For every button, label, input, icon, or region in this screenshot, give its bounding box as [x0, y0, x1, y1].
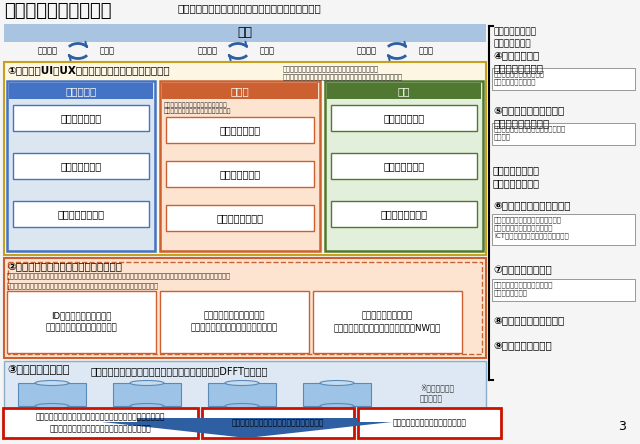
FancyBboxPatch shape	[162, 83, 318, 99]
FancyBboxPatch shape	[492, 123, 635, 145]
Text: （ベース・レジストリの整備／トラストの確保／DFFTの推進）: （ベース・レジストリの整備／トラストの確保／DFFTの推進）	[91, 366, 268, 376]
Polygon shape	[208, 383, 276, 406]
FancyBboxPatch shape	[166, 205, 314, 231]
Text: デジタルの活用により、一人ひとりのニーズに合ったサービス
を選ぶことができ、多様な幸せが実現出来る社会: デジタルの活用により、一人ひとりのニーズに合ったサービス を選ぶことができ、多様…	[36, 413, 165, 433]
FancyBboxPatch shape	[160, 291, 309, 353]
Text: ※分散管理での
データ活用: ※分散管理での データ活用	[420, 383, 454, 404]
Text: インフラの構築・提供
（ガバメントクラウド、ガバメントNW等）: インフラの構築・提供 （ガバメントクラウド、ガバメントNW等）	[334, 311, 441, 333]
Text: ⑤新技術を活用するため
の調達・規制の改革: ⑤新技術を活用するため の調達・規制の改革	[493, 105, 564, 128]
Text: システムの整備: システムの整備	[383, 161, 424, 171]
Text: 3: 3	[618, 420, 626, 433]
Text: ニーズ: ニーズ	[419, 47, 433, 56]
Text: 民間: 民間	[397, 86, 410, 96]
Text: マイナンバーカードの普及、マイナンバー等の利活用促進、ガバメントクラウド、ガバメントネットワーク等のインフラ整備: マイナンバーカードの普及、マイナンバー等の利活用促進、ガバメントクラウド、ガバメ…	[7, 272, 231, 278]
FancyBboxPatch shape	[13, 105, 149, 131]
Ellipse shape	[130, 404, 164, 408]
FancyBboxPatch shape	[492, 68, 635, 90]
Text: 地方公共団体の基幹業務等システムの統一・標準化、データセンターの最適化の実現: 地方公共団体の基幹業務等システムの統一・標準化、データセンターの最適化の実現	[7, 282, 159, 289]
Text: 国・自治体: 国・自治体	[65, 86, 97, 96]
Polygon shape	[303, 383, 371, 406]
Text: ニーズ: ニーズ	[99, 47, 115, 56]
Text: サービスの提供: サービスの提供	[383, 113, 424, 123]
FancyBboxPatch shape	[166, 117, 314, 143]
Text: 公共フロントサービスの提供、オープンデータの推進
情報システム整備方針の策定と一元的なプロジェクト管理の実施等: 公共フロントサービスの提供、オープンデータの推進 情報システム整備方針の策定と一…	[283, 65, 403, 80]
Polygon shape	[113, 383, 181, 406]
Text: ②デジタル社会の共通機能の整備・普及: ②デジタル社会の共通機能の整備・普及	[7, 261, 122, 271]
Text: サービス: サービス	[38, 47, 58, 56]
FancyBboxPatch shape	[166, 161, 314, 187]
FancyBboxPatch shape	[313, 291, 462, 353]
FancyBboxPatch shape	[327, 83, 481, 99]
Text: 誰一人取り残さない、人に優しいデジタル化: 誰一人取り残さない、人に優しいデジタル化	[232, 419, 324, 428]
FancyBboxPatch shape	[7, 81, 155, 251]
Text: データ標準の策定: データ標準の策定	[58, 209, 104, 219]
FancyBboxPatch shape	[4, 62, 486, 255]
Text: サービスの提供: サービスの提供	[60, 113, 102, 123]
Text: 準公共: 準公共	[230, 86, 250, 96]
Ellipse shape	[225, 381, 259, 385]
Text: ⑥アクセシビリティの確保: ⑥アクセシビリティの確保	[493, 200, 570, 210]
Ellipse shape	[225, 404, 259, 408]
Text: 国民の利便性向上
の前提としての、: 国民の利便性向上 の前提としての、	[493, 165, 540, 188]
Text: サービス: サービス	[357, 47, 377, 56]
Text: ⑧研究開発・実証の推進: ⑧研究開発・実証の推進	[493, 315, 564, 325]
Text: これらを効果的に
実施するため、: これらを効果的に 実施するため、	[493, 27, 536, 48]
FancyBboxPatch shape	[9, 83, 153, 99]
FancyBboxPatch shape	[13, 153, 149, 179]
Text: 認証制度の整備・利用拡大
（電子署名、商業登記電子証明書等）: 認証制度の整備・利用拡大 （電子署名、商業登記電子証明書等）	[191, 311, 278, 333]
Text: 健康・医療・介護、教育、防災、モビ
リティ、農業、水道業、港湾、インフラ: 健康・医療・介護、教育、防災、モビ リティ、農業、水道業、港湾、インフラ	[164, 102, 232, 114]
Text: 情報通信ネットワークの整備の支援
情報のバリアフリー環境の実現
ICT機器等に関する相談体制の充実等: 情報通信ネットワークの整備の支援 情報のバリアフリー環境の実現 ICT機器等に関…	[494, 216, 569, 239]
Text: ID制度の整備・利用拡大
（マイナンバー、法人番号等）: ID制度の整備・利用拡大 （マイナンバー、法人番号等）	[45, 311, 117, 333]
Ellipse shape	[320, 381, 354, 385]
Text: ④官民を挙げた
人材の確保・育成: ④官民を挙げた 人材の確保・育成	[493, 50, 543, 73]
FancyBboxPatch shape	[492, 214, 635, 245]
Text: サービス: サービス	[198, 47, 218, 56]
Text: データ標準の策定: データ標準の策定	[216, 213, 264, 223]
Ellipse shape	[35, 381, 69, 385]
Text: ⑦安全・安心の確保: ⑦安全・安心の確保	[493, 265, 552, 275]
Polygon shape	[18, 383, 86, 406]
Text: サービスの提供: サービスの提供	[220, 125, 260, 135]
Text: （デジタル社会の形成に向けたトータルデザイン）: （デジタル社会の形成に向けたトータルデザイン）	[178, 3, 322, 13]
Text: ⑨計画の検証・評価: ⑨計画の検証・評価	[493, 340, 552, 350]
Ellipse shape	[35, 404, 69, 408]
FancyBboxPatch shape	[331, 153, 477, 179]
Text: デジタル庁が目指す姿: デジタル庁が目指す姿	[4, 2, 111, 20]
FancyBboxPatch shape	[7, 291, 156, 353]
FancyBboxPatch shape	[4, 361, 486, 419]
Text: システムの整備: システムの整備	[60, 161, 102, 171]
FancyBboxPatch shape	[492, 279, 635, 301]
Text: サイバーセキュリティの確保、
個人情報の保護等: サイバーセキュリティの確保、 個人情報の保護等	[494, 281, 554, 296]
Text: 国民: 国民	[237, 27, 253, 40]
FancyBboxPatch shape	[3, 408, 198, 438]
FancyBboxPatch shape	[358, 408, 501, 438]
Text: 新技術の活用のための調達方法の検討
規制改革: 新技術の活用のための調達方法の検討 規制改革	[494, 125, 566, 140]
FancyBboxPatch shape	[4, 24, 486, 42]
FancyBboxPatch shape	[13, 201, 149, 227]
Text: デジタルを意識しないデジタル社会: デジタルを意識しないデジタル社会	[392, 419, 467, 428]
Ellipse shape	[130, 381, 164, 385]
FancyBboxPatch shape	[202, 408, 354, 438]
Text: ③包括的データ戦略: ③包括的データ戦略	[7, 365, 69, 375]
Polygon shape	[102, 418, 392, 438]
FancyBboxPatch shape	[4, 258, 486, 358]
FancyBboxPatch shape	[160, 81, 320, 251]
Ellipse shape	[320, 404, 354, 408]
Text: ニーズ: ニーズ	[259, 47, 275, 56]
FancyBboxPatch shape	[331, 105, 477, 131]
Text: デジタルリテラシーの向上
専門人材の育成・確保: デジタルリテラシーの向上 専門人材の育成・確保	[494, 70, 545, 85]
Text: システムの整備: システムの整備	[220, 169, 260, 179]
FancyBboxPatch shape	[325, 81, 483, 251]
Text: ①徹底したUI・UXの改善と国民向けサービスの実現: ①徹底したUI・UXの改善と国民向けサービスの実現	[7, 65, 170, 75]
Text: データ標準の策定: データ標準の策定	[381, 209, 428, 219]
FancyBboxPatch shape	[331, 201, 477, 227]
